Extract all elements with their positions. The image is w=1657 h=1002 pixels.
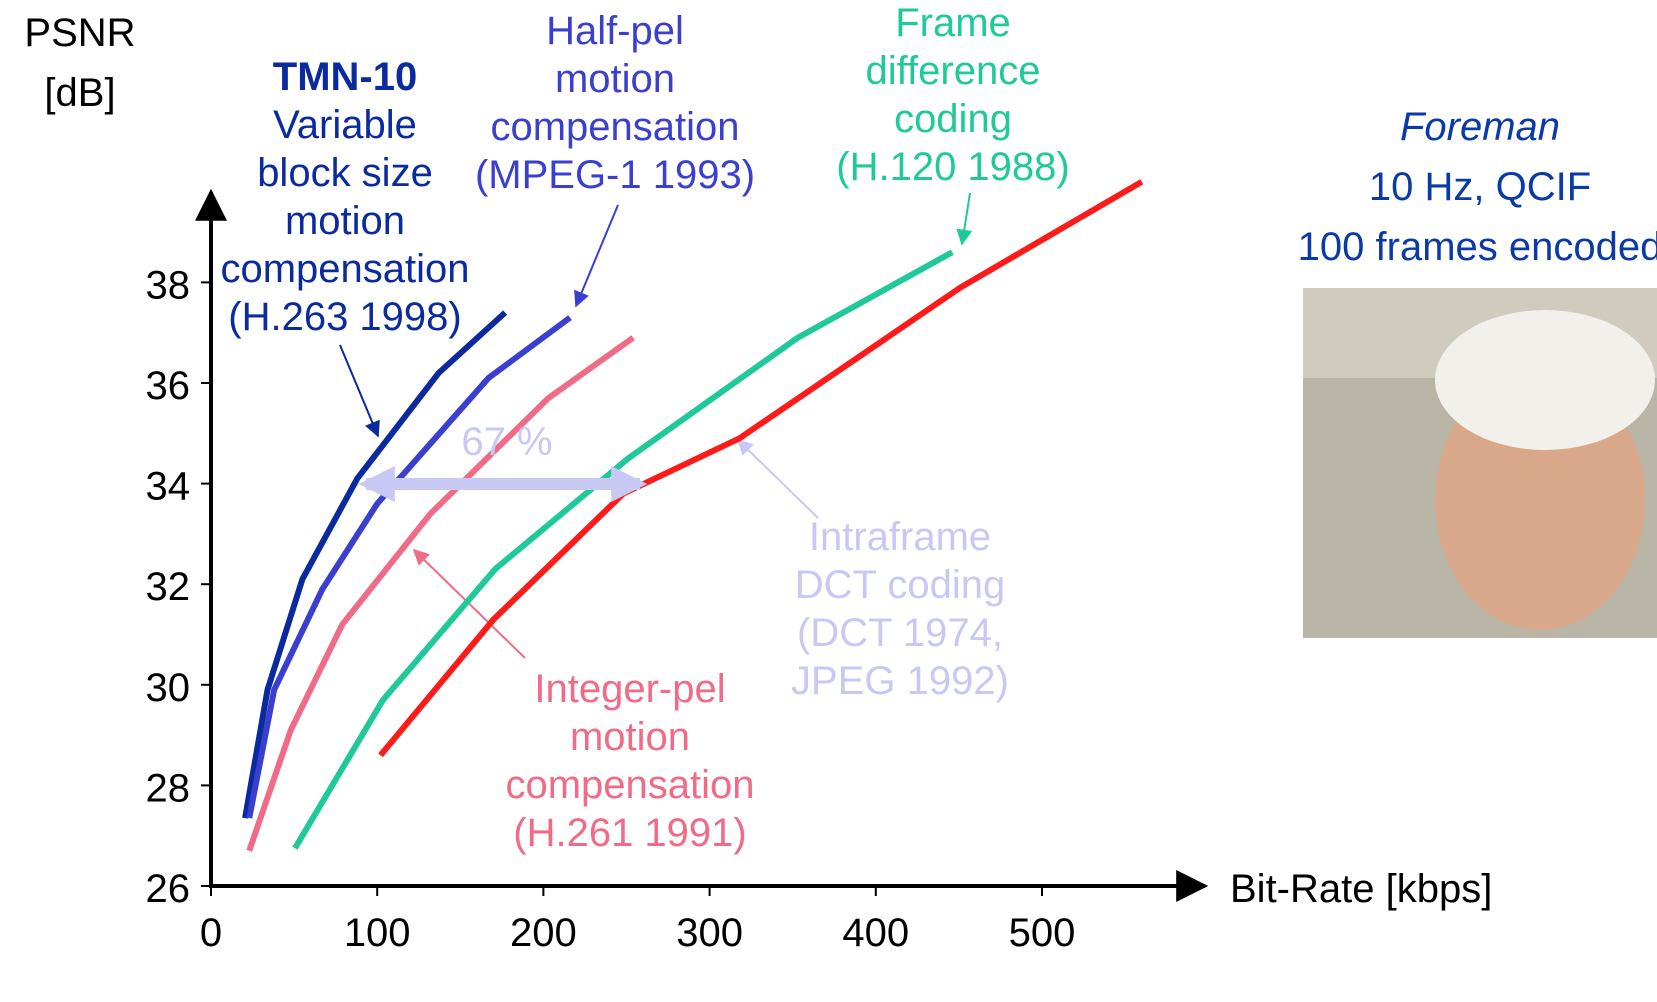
- series-label: (DCT 1974,: [797, 611, 1003, 655]
- series-label: compensation: [220, 247, 469, 291]
- y-tick-label: 30: [146, 666, 191, 710]
- x-tick-label: 100: [344, 911, 411, 955]
- y-tick-label: 26: [146, 867, 191, 911]
- x-tick-label: 200: [510, 911, 577, 955]
- x-tick-label: 300: [676, 911, 743, 955]
- pointer: [736, 438, 819, 519]
- series-label: (MPEG-1 1993): [475, 153, 755, 197]
- series-line: [246, 335, 635, 852]
- y-tick-label: 34: [146, 465, 191, 509]
- x-tick-label: 0: [200, 911, 222, 955]
- sequence-title: Foreman: [1400, 105, 1560, 149]
- series-label: motion: [555, 57, 675, 101]
- x-tick-label: 500: [1009, 911, 1076, 955]
- series-label: JPEG 1992): [791, 659, 1009, 703]
- series-label: Intraframe: [809, 515, 991, 559]
- y-tick-label: 38: [146, 263, 191, 307]
- plot: [242, 179, 1144, 852]
- series-label: Frame: [895, 1, 1011, 45]
- series-label: difference: [866, 49, 1041, 93]
- series-label: (H.120 1988): [836, 145, 1069, 189]
- series-label: Half-pel: [546, 9, 684, 53]
- pointer: [339, 344, 380, 438]
- sequence-info: 100 frames encoded: [1298, 225, 1657, 269]
- series-label: (H.261 1991): [513, 811, 746, 855]
- pointer: [412, 548, 526, 659]
- annotation: 67 %: [461, 420, 552, 464]
- series-label: coding: [894, 97, 1012, 141]
- series-label: Integer-pel: [534, 667, 725, 711]
- series-label: (H.263 1998): [228, 295, 461, 339]
- y-axis-title: [dB]: [44, 71, 115, 115]
- pointer: [956, 192, 973, 246]
- series-label: motion: [285, 199, 405, 243]
- series-label: block size: [257, 151, 433, 195]
- series-label: motion: [570, 715, 690, 759]
- series-line: [378, 179, 1144, 758]
- series-label: TMN-10: [273, 55, 417, 99]
- y-tick-label: 28: [146, 766, 191, 810]
- y-axis-title: PSNR: [24, 11, 135, 55]
- video-frame: [1303, 288, 1657, 638]
- series-line: [292, 249, 954, 850]
- axes: [195, 188, 1209, 902]
- pointer: [574, 204, 619, 308]
- y-tick-label: 32: [146, 565, 191, 609]
- frame-helmet: [1435, 310, 1655, 450]
- x-tick-label: 400: [842, 911, 909, 955]
- arrows: [339, 192, 973, 659]
- series-label: compensation: [505, 763, 754, 807]
- series-label: compensation: [490, 105, 739, 149]
- series-line: [246, 315, 572, 819]
- series-line: [242, 310, 508, 819]
- series-label: Variable: [273, 103, 417, 147]
- sequence-info: 10 Hz, QCIF: [1369, 165, 1591, 209]
- x-axis-title: Bit-Rate [kbps]: [1230, 867, 1492, 911]
- y-tick-label: 36: [146, 364, 191, 408]
- series-label: DCT coding: [795, 563, 1005, 607]
